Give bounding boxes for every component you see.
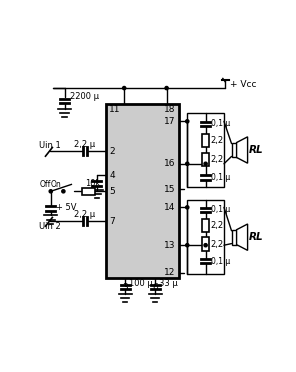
Text: 13: 13 xyxy=(164,241,176,250)
Text: 2: 2 xyxy=(109,147,115,155)
Text: Uin 2: Uin 2 xyxy=(39,222,61,231)
Text: 18: 18 xyxy=(164,105,176,114)
Text: 5: 5 xyxy=(109,187,115,196)
Circle shape xyxy=(186,206,189,209)
Text: 3: 3 xyxy=(123,283,128,292)
Bar xyxy=(202,237,209,251)
Circle shape xyxy=(186,244,189,247)
Polygon shape xyxy=(237,224,247,250)
Text: 7: 7 xyxy=(109,217,115,226)
Text: 2,2: 2,2 xyxy=(211,136,224,145)
Text: 17: 17 xyxy=(164,117,176,126)
Bar xyxy=(231,142,237,157)
Circle shape xyxy=(204,162,207,166)
Text: 11: 11 xyxy=(109,105,121,114)
Text: 0,1 µ: 0,1 µ xyxy=(211,205,230,214)
Circle shape xyxy=(186,162,189,166)
Text: 15: 15 xyxy=(164,185,176,193)
Bar xyxy=(202,219,209,232)
Bar xyxy=(231,230,237,245)
Circle shape xyxy=(49,190,52,193)
Text: + 5V: + 5V xyxy=(56,203,76,212)
Circle shape xyxy=(165,86,168,90)
Text: 10k: 10k xyxy=(85,179,101,189)
Circle shape xyxy=(62,190,65,193)
Text: 2,2: 2,2 xyxy=(211,240,224,248)
Text: 2,2: 2,2 xyxy=(211,221,224,230)
Text: 100 µ: 100 µ xyxy=(129,279,153,288)
Text: Uin 1: Uin 1 xyxy=(39,141,61,150)
Text: 4: 4 xyxy=(109,171,115,180)
Text: 0,1 µ: 0,1 µ xyxy=(211,173,230,182)
Bar xyxy=(106,104,179,279)
Text: RL: RL xyxy=(249,232,263,242)
Bar xyxy=(202,134,209,147)
Bar xyxy=(187,201,224,274)
Text: 0,1 µ: 0,1 µ xyxy=(211,119,230,128)
Text: 12: 12 xyxy=(164,268,176,277)
Text: 6: 6 xyxy=(152,283,158,292)
Text: 2200 µ: 2200 µ xyxy=(70,92,99,100)
Bar xyxy=(82,188,95,195)
Text: 2,2 µ: 2,2 µ xyxy=(74,210,95,219)
Text: 0,1 µ: 0,1 µ xyxy=(211,257,230,266)
Bar xyxy=(187,113,224,187)
Text: 14: 14 xyxy=(164,203,176,212)
Text: 2,2: 2,2 xyxy=(211,155,224,164)
Circle shape xyxy=(186,120,189,123)
Text: RL: RL xyxy=(249,145,263,155)
Text: 33 µ: 33 µ xyxy=(159,279,178,288)
Polygon shape xyxy=(237,137,247,163)
Text: Off: Off xyxy=(39,180,51,189)
Text: On: On xyxy=(51,180,62,189)
Circle shape xyxy=(123,86,126,90)
Bar xyxy=(202,153,209,166)
Text: 16: 16 xyxy=(164,159,176,168)
Text: + Vcc: + Vcc xyxy=(230,80,256,89)
Text: 2,2 µ: 2,2 µ xyxy=(74,140,95,149)
Circle shape xyxy=(204,244,207,247)
